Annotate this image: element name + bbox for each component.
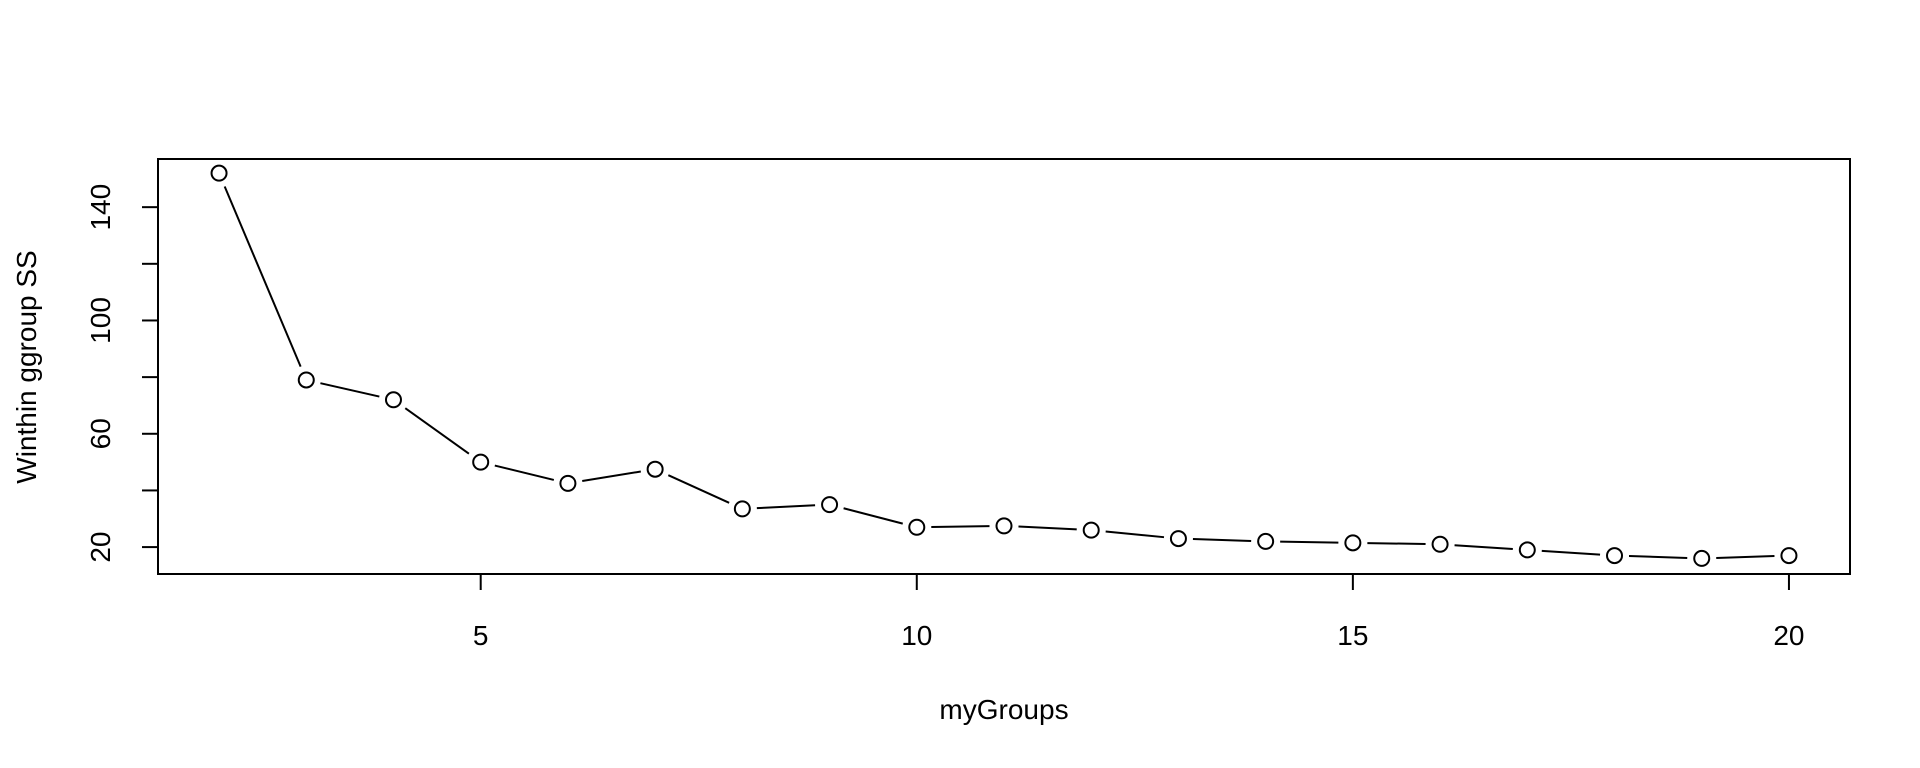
y-tick-label: 20 bbox=[85, 532, 116, 563]
data-point bbox=[1257, 532, 1275, 550]
data-point bbox=[297, 371, 315, 389]
x-tick-label: 10 bbox=[901, 620, 932, 651]
x-tick-label: 20 bbox=[1773, 620, 1804, 651]
data-point bbox=[821, 496, 839, 514]
data-point bbox=[1518, 541, 1536, 559]
data-point bbox=[1780, 547, 1798, 565]
series-segment bbox=[1716, 555, 1775, 559]
series-segment bbox=[1105, 530, 1165, 539]
series-segment bbox=[223, 186, 302, 367]
series-segment bbox=[1367, 542, 1426, 546]
data-point bbox=[1693, 549, 1711, 567]
series-segment bbox=[667, 474, 730, 504]
y-tick-label: 140 bbox=[85, 184, 116, 231]
x-axis-ticks: 5 10 15 20 bbox=[473, 574, 1805, 651]
series-segment bbox=[1541, 549, 1601, 556]
series-segment bbox=[1018, 525, 1077, 531]
series-segment bbox=[1454, 544, 1513, 550]
data-point bbox=[1082, 521, 1100, 539]
y-tick-label: 60 bbox=[85, 418, 116, 449]
series-segment bbox=[931, 525, 990, 529]
series-segment bbox=[1280, 540, 1339, 544]
data-point bbox=[733, 500, 751, 518]
data-point bbox=[646, 460, 664, 478]
x-tick-label: 15 bbox=[1337, 620, 1368, 651]
series-segment bbox=[1628, 555, 1688, 559]
series-segment bbox=[756, 504, 816, 510]
y-tick-label: 100 bbox=[85, 297, 116, 344]
x-tick-label: 5 bbox=[473, 620, 489, 651]
data-point bbox=[995, 517, 1013, 535]
data-point bbox=[210, 164, 228, 182]
series-segment bbox=[1192, 538, 1252, 542]
data-point bbox=[1344, 534, 1362, 552]
data-point bbox=[559, 474, 577, 492]
series-segment bbox=[320, 382, 380, 398]
series-segment bbox=[843, 507, 904, 525]
data-point bbox=[1169, 530, 1187, 548]
series-segment bbox=[494, 464, 555, 481]
series-segment bbox=[404, 407, 470, 455]
data-point bbox=[1431, 535, 1449, 553]
series-layer bbox=[210, 164, 1798, 567]
data-point bbox=[908, 518, 926, 536]
series-segment bbox=[582, 470, 641, 483]
data-point bbox=[384, 391, 402, 409]
data-point bbox=[1606, 547, 1624, 565]
data-point bbox=[472, 453, 490, 471]
y-axis-label: Winthin ggroup SS bbox=[11, 250, 42, 483]
x-axis-label: myGroups bbox=[939, 694, 1068, 725]
plot-frame bbox=[157, 158, 1851, 575]
y-axis-ticks: 20 60 100 140 bbox=[85, 184, 158, 563]
